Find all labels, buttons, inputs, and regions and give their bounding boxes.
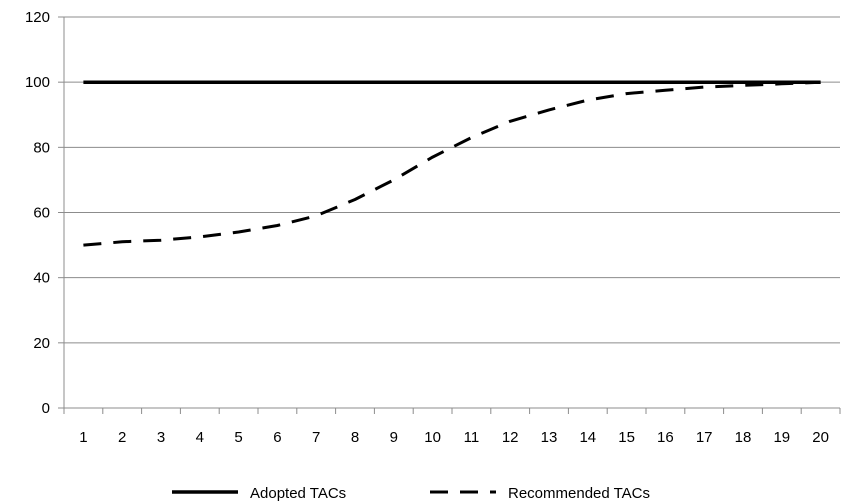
y-tick-label-40: 40	[33, 270, 50, 287]
x-tick-label-10: 10	[424, 429, 441, 446]
x-tick-label-7: 7	[312, 429, 320, 446]
x-tick-label-9: 9	[390, 429, 398, 446]
legend-label-0: Adopted TACs	[250, 485, 346, 502]
x-tick-label-3: 3	[157, 429, 165, 446]
x-tick-label-6: 6	[273, 429, 281, 446]
x-tick-label-15: 15	[618, 429, 635, 446]
x-tick-label-19: 19	[773, 429, 790, 446]
x-tick-label-20: 20	[812, 429, 829, 446]
y-tick-label-20: 20	[33, 335, 50, 352]
x-tick-label-8: 8	[351, 429, 359, 446]
y-tick-label-0: 0	[42, 400, 50, 417]
y-tick-label-120: 120	[25, 9, 50, 26]
x-tick-label-14: 14	[579, 429, 596, 446]
legend: Adopted TACs Recommended TACs	[172, 485, 650, 502]
x-tick-label-2: 2	[118, 429, 126, 446]
x-tick-label-13: 13	[541, 429, 558, 446]
legend-label-1: Recommended TACs	[508, 485, 650, 502]
x-tick-label-1: 1	[79, 429, 87, 446]
x-tick-label-16: 16	[657, 429, 674, 446]
x-tick-label-12: 12	[502, 429, 519, 446]
x-tick-label-5: 5	[234, 429, 242, 446]
x-tick-label-18: 18	[735, 429, 752, 446]
series-line-1	[83, 80, 821, 247]
x-tick-label-17: 17	[696, 429, 713, 446]
axes	[58, 16, 841, 414]
y-tick-label-100: 100	[25, 74, 50, 91]
y-tick-label-60: 60	[33, 205, 50, 222]
series-lines	[83, 80, 821, 247]
x-tick-label-11: 11	[464, 429, 480, 446]
grid-lines	[64, 16, 840, 344]
y-tick-label-80: 80	[33, 139, 50, 156]
x-tick-label-4: 4	[196, 429, 204, 446]
